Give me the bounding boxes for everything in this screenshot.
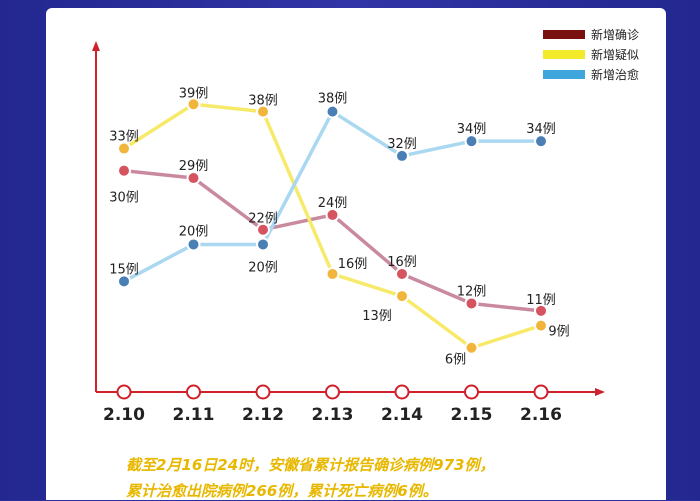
data-point-suspected [395, 289, 409, 304]
x-axis-marker [116, 384, 132, 400]
data-point-confirmed [534, 303, 548, 318]
data-point-suspected [256, 104, 270, 119]
legend-item-cured: 新增治愈 [543, 64, 639, 84]
x-axis-marker [325, 384, 340, 400]
data-point-confirmed [256, 222, 270, 237]
x-axis-marker [394, 384, 410, 400]
legend-swatch-confirmed [543, 29, 585, 39]
data-point-cured [186, 237, 201, 252]
data-point-cured [534, 134, 548, 149]
data-point-suspected [325, 266, 340, 281]
x-tick-label: 2.11 [173, 405, 215, 425]
data-label-confirmed: 12例 [457, 284, 487, 299]
legend-label-confirmed: 新增确诊 [591, 27, 640, 42]
data-label-cured: 34例 [526, 122, 556, 137]
data-label-confirmed: 16例 [387, 255, 417, 270]
data-label-suspected: 16例 [338, 257, 368, 272]
data-label-confirmed: 11例 [526, 293, 556, 308]
data-point-confirmed [464, 296, 479, 311]
data-point-confirmed [395, 266, 409, 281]
data-point-cured [325, 104, 340, 119]
data-point-cured [117, 274, 131, 289]
data-point-confirmed [186, 171, 201, 186]
legend-item-confirmed: 新增确诊 [543, 24, 639, 44]
data-label-cured: 32例 [387, 137, 417, 152]
x-axis-marker [464, 384, 479, 400]
data-point-cured [256, 237, 270, 252]
x-tick-label: 2.13 [312, 405, 354, 425]
legend-swatch-cured [543, 69, 585, 79]
data-label-suspected: 9例 [548, 325, 569, 340]
x-tick-label: 2.16 [520, 405, 562, 425]
data-label-confirmed: 29例 [179, 159, 209, 174]
data-label-suspected: 33例 [109, 130, 139, 145]
data-label-cured: 38例 [318, 92, 348, 107]
data-point-suspected [464, 340, 479, 355]
x-axis-marker [186, 384, 201, 400]
data-point-suspected [534, 318, 548, 333]
data-label-suspected: 6例 [445, 353, 466, 368]
legend: 新增确诊 新增疑似 新增治愈 [543, 24, 639, 84]
data-label-confirmed: 22例 [248, 212, 278, 227]
data-label-cured: 34例 [457, 122, 487, 137]
x-tick-label: 2.12 [242, 405, 284, 425]
data-point-suspected [186, 97, 201, 112]
data-point-suspected [117, 141, 131, 156]
legend-item-suspected: 新增疑似 [543, 44, 639, 64]
legend-label-suspected: 新增疑似 [591, 47, 640, 62]
x-tick-label: 2.14 [381, 405, 423, 425]
data-label-confirmed: 24例 [318, 196, 348, 211]
data-label-cured: 20例 [179, 224, 209, 239]
data-label-suspected: 39例 [179, 86, 209, 101]
data-label-cured: 15例 [109, 262, 139, 277]
footnote-line-2: 累计治愈出院病例266例，累计死亡病例6例。 [126, 482, 438, 500]
x-axis-marker [255, 384, 271, 400]
legend-label-cured: 新增治愈 [591, 67, 640, 82]
x-axis-arrow [595, 388, 605, 396]
data-point-confirmed [117, 163, 131, 178]
data-point-confirmed [325, 207, 340, 222]
footnote-line-1: 截至2月16日24时，安徽省累计报告确诊病例973例， [126, 456, 495, 474]
legend-swatch-suspected [543, 49, 585, 59]
data-point-cured [464, 134, 479, 149]
data-label-cured: 20例 [248, 260, 278, 275]
data-point-cured [395, 148, 409, 163]
chart-card [46, 8, 666, 500]
x-tick-label: 2.15 [451, 405, 493, 425]
x-tick-label: 2.10 [103, 405, 145, 425]
x-axis-marker [533, 384, 549, 400]
data-label-confirmed: 30例 [109, 191, 139, 206]
data-label-suspected: 38例 [248, 94, 278, 109]
y-axis-arrow [92, 41, 100, 51]
data-label-suspected: 13例 [362, 309, 392, 324]
